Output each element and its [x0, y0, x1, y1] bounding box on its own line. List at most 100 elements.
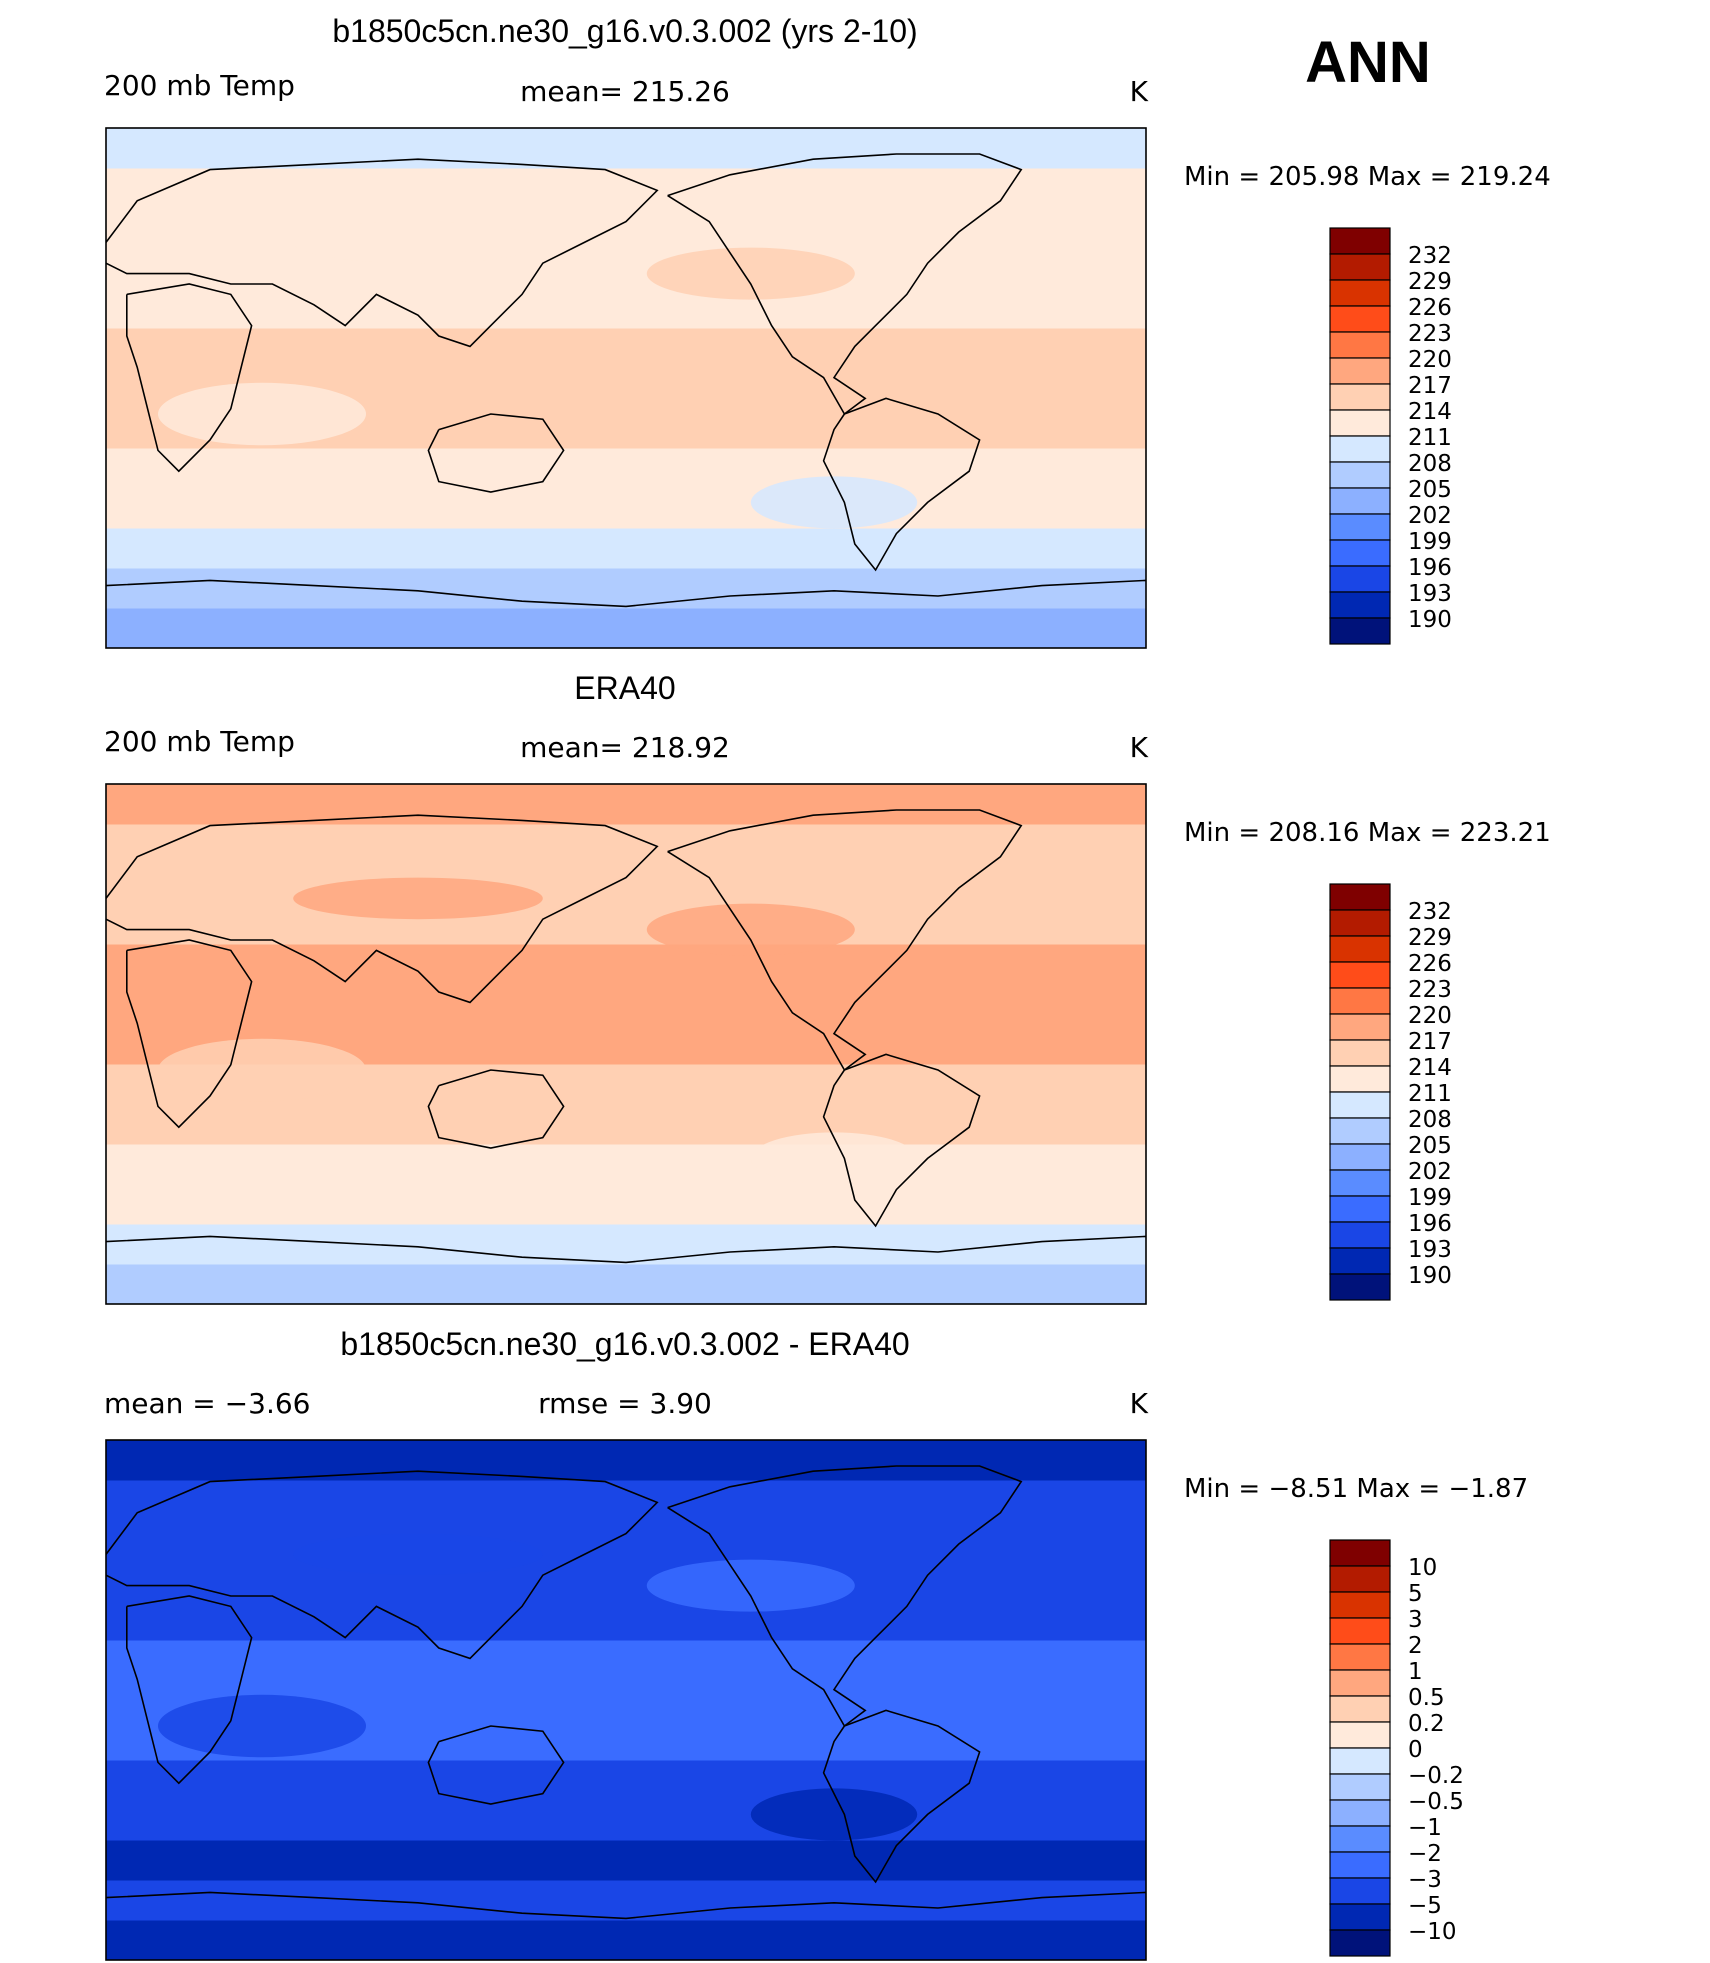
colorbar-tick-label: 10 — [1408, 1555, 1437, 1581]
colorbar-tick-label: 208 — [1408, 451, 1452, 477]
colorbar-tick-label: 229 — [1408, 269, 1452, 295]
colorbar-swatch — [1329, 1721, 1391, 1749]
contour-band — [106, 128, 1146, 169]
colorbar-tick-label: 202 — [1408, 503, 1452, 529]
colorbar-tick-label: −1 — [1408, 1815, 1442, 1841]
colorbar-tick-label: 205 — [1408, 477, 1452, 503]
panel-difference: b1850c5cn.ne30_g16.v0.3.002 - ERA40 mean… — [104, 1326, 1528, 1961]
coastline — [427, 1069, 565, 1149]
contour-band — [106, 328, 1146, 369]
contour-blob — [158, 1038, 366, 1102]
contour-band — [106, 208, 1146, 249]
colorbar-swatch — [1329, 1877, 1391, 1905]
colorbar-swatch — [1329, 1221, 1391, 1249]
colorbar-tick-label: 193 — [1408, 1237, 1452, 1263]
colorbar-swatch — [1329, 617, 1391, 645]
contour-blob — [750, 1788, 918, 1841]
colorbar-swatch — [1329, 1013, 1391, 1041]
season-label: ANN — [1305, 30, 1431, 95]
contour-band — [106, 944, 1146, 985]
coastline — [667, 153, 1023, 416]
colorbar-tick-label: 196 — [1408, 1211, 1452, 1237]
colorbar-swatch — [1329, 435, 1391, 463]
coastline — [105, 1470, 659, 1660]
colorbar-swatch — [1329, 1591, 1391, 1619]
colorbar-swatch — [1329, 1851, 1391, 1879]
coastline — [126, 1595, 253, 1785]
colorbar-swatch — [1329, 1195, 1391, 1223]
coastline — [105, 579, 1147, 608]
contour-band — [106, 864, 1146, 905]
colorbar-tick-label: 0.5 — [1408, 1685, 1445, 1711]
coastline — [822, 397, 981, 572]
colorbar-tick-label: 0 — [1408, 1737, 1423, 1763]
colorbar-tick-label: −3 — [1408, 1867, 1442, 1893]
colorbar-swatch — [1329, 409, 1391, 437]
contour-band — [106, 1440, 1146, 1481]
contour-band — [106, 1760, 1146, 1801]
field-label: 200 mb Temp — [104, 69, 295, 102]
contour-blob — [646, 1559, 855, 1612]
colorbar-tick-label: −2 — [1408, 1841, 1442, 1867]
colorbar-tick-label: 196 — [1408, 555, 1452, 581]
colorbar-swatch — [1329, 935, 1391, 963]
colorbar: 2322292262232202172142112082052021991961… — [1329, 227, 1452, 645]
contour-band — [106, 1840, 1146, 1881]
colorbar-swatch — [1329, 1799, 1391, 1827]
coastline — [667, 1465, 1023, 1728]
colorbar-tick-label: 190 — [1408, 1263, 1452, 1289]
mean-label: mean= 215.26 — [520, 75, 730, 108]
colorbar-swatch — [1329, 1169, 1391, 1197]
colorbar-tick-label: 208 — [1408, 1107, 1452, 1133]
panel-era40: ERA40 200 mb Temp mean= 218.92 K Min = 2… — [104, 670, 1551, 1305]
coastline — [126, 283, 253, 473]
colorbar-tick-label: 199 — [1408, 1185, 1452, 1211]
contour-blob — [750, 476, 918, 529]
contour-band — [106, 1184, 1146, 1225]
colorbar-swatch — [1329, 1143, 1391, 1171]
colorbar-tick-label: 202 — [1408, 1159, 1452, 1185]
map-frame — [105, 783, 1147, 1305]
contour-band — [106, 1104, 1146, 1145]
colorbar-swatch — [1329, 1065, 1391, 1093]
colorbar-swatch — [1329, 1773, 1391, 1801]
colorbar-swatch — [1329, 513, 1391, 541]
colorbar-tick-label: 190 — [1408, 607, 1452, 633]
colorbar-swatch — [1329, 1039, 1391, 1067]
colorbar-tick-label: 2 — [1408, 1633, 1423, 1659]
contour-blob — [646, 247, 855, 300]
colorbar-swatch — [1329, 487, 1391, 515]
minmax-label: Min = 208.16 Max = 223.21 — [1184, 818, 1551, 848]
coastline — [822, 1053, 981, 1228]
colorbar-swatch — [1329, 539, 1391, 567]
panel-title: b1850c5cn.ne30_g16.v0.3.002 - ERA40 — [340, 1326, 909, 1362]
contour-band — [106, 528, 1146, 569]
coastline — [105, 158, 659, 348]
map-plot — [105, 1439, 1147, 1961]
colorbar-swatch — [1329, 1825, 1391, 1853]
colorbar-tick-label: 193 — [1408, 581, 1452, 607]
coastline — [105, 1891, 1147, 1920]
contour-band — [106, 288, 1146, 329]
colorbar-swatch — [1329, 1117, 1391, 1145]
contour-band — [106, 248, 1146, 289]
coastline — [105, 1235, 1147, 1264]
colorbar-tick-label: 220 — [1408, 347, 1452, 373]
colorbar-swatch — [1329, 1091, 1391, 1119]
coastline — [105, 814, 659, 1004]
panel-model: b1850c5cn.ne30_g16.v0.3.002 (yrs 2-10) 2… — [104, 13, 1551, 649]
contour-blob — [646, 903, 855, 956]
colorbar-swatch — [1329, 1747, 1391, 1775]
contour-band — [106, 984, 1146, 1025]
colorbar-swatch — [1329, 279, 1391, 307]
contour-band — [106, 1480, 1146, 1521]
contour-band — [106, 1800, 1146, 1841]
colorbar-swatch — [1329, 1929, 1391, 1957]
colorbar-tick-label: 3 — [1408, 1607, 1423, 1633]
units-label: K — [1130, 731, 1149, 764]
contour-band — [106, 568, 1146, 609]
colorbar-tick-label: −5 — [1408, 1893, 1442, 1919]
colorbar-swatch — [1329, 357, 1391, 385]
